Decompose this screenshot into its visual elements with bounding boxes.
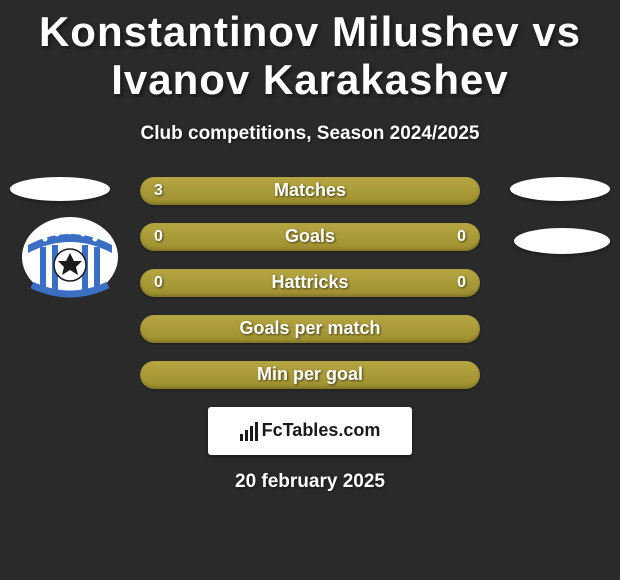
stat-label: Min per goal — [257, 364, 363, 385]
stat-row-matches: 3 Matches — [0, 177, 620, 205]
stat-value-left: 3 — [154, 182, 163, 200]
stat-value-left: 0 — [154, 228, 163, 246]
subtitle: Club competitions, Season 2024/2025 — [0, 123, 620, 145]
stats-area: 3 Matches 0 Goals 0 0 Hattricks 0 Goals … — [0, 177, 620, 389]
footer-badge[interactable]: FcTables.com — [208, 407, 412, 455]
stat-label: Goals per match — [239, 318, 380, 339]
stat-value-left: 0 — [154, 274, 163, 292]
stat-row-goals-per-match: Goals per match — [0, 315, 620, 343]
stat-label: Hattricks — [271, 272, 348, 293]
stat-label: Matches — [274, 180, 346, 201]
date-text: 20 february 2025 — [0, 471, 620, 493]
page-title: Konstantinov Milushev vs Ivanov Karakash… — [0, 0, 620, 105]
stat-value-right: 0 — [457, 228, 466, 246]
stat-label: Goals — [285, 226, 335, 247]
footer-site-text: FcTables.com — [262, 420, 381, 441]
fctables-logo: FcTables.com — [240, 420, 381, 441]
stat-row-goals: 0 Goals 0 — [0, 223, 620, 251]
stat-row-min-per-goal: Min per goal — [0, 361, 620, 389]
bars-icon — [240, 421, 258, 441]
stat-value-right: 0 — [457, 274, 466, 292]
stat-row-hattricks: 0 Hattricks 0 — [0, 269, 620, 297]
